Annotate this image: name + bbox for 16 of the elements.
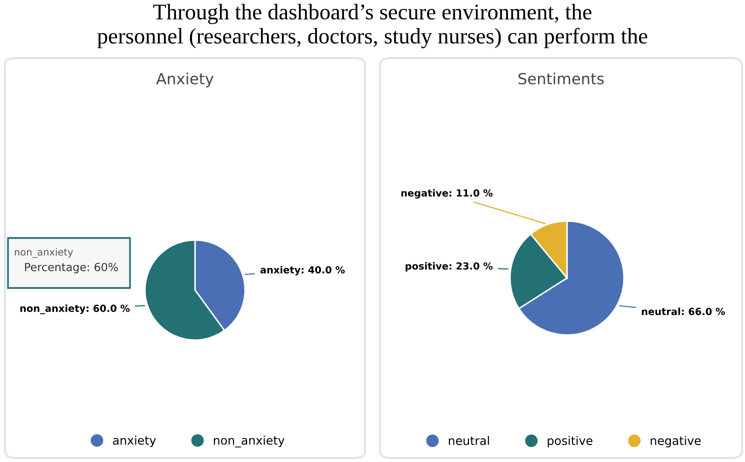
data-label: anxiety: 40.0 % xyxy=(260,266,345,276)
legend-label: negative xyxy=(650,436,701,448)
text: personnel (researchers, doctors, study nurses) can perform the xyxy=(97,28,648,48)
text: Percentage: 60% xyxy=(25,262,118,274)
data-label: non_anxiety: 60.0 % xyxy=(20,304,130,314)
legend-label: positive xyxy=(548,436,592,448)
data-label: negative: 11.0 % xyxy=(401,189,493,199)
text: non_anxiety xyxy=(14,248,73,258)
legend-label: non_anxiety xyxy=(214,436,284,448)
legend-label: anxiety xyxy=(113,436,156,448)
legend-label: neutral xyxy=(448,436,489,446)
text: Through the dashboard’s secure environment, the xyxy=(153,4,592,24)
chart-title: Anxiety xyxy=(156,72,214,88)
data-label: positive: 23.0 % xyxy=(406,262,493,272)
chart-title: Sentiments xyxy=(518,72,604,84)
data-label: neutral: 66.0 % xyxy=(642,308,725,316)
